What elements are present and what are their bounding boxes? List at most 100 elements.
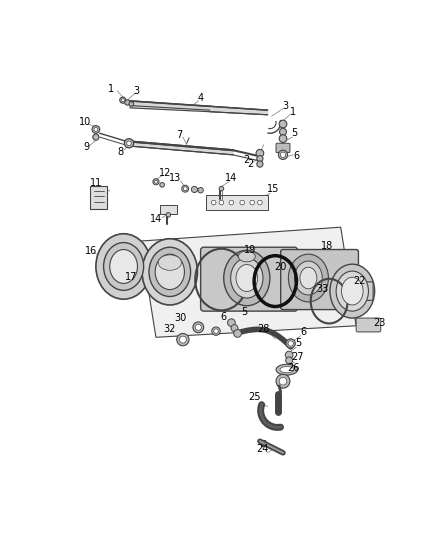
Ellipse shape <box>149 247 191 296</box>
Circle shape <box>288 341 293 346</box>
Text: 18: 18 <box>321 241 333 251</box>
Ellipse shape <box>155 254 184 289</box>
FancyBboxPatch shape <box>206 195 268 210</box>
Text: 14: 14 <box>225 173 237 183</box>
Text: 19: 19 <box>244 245 256 255</box>
Circle shape <box>193 322 204 333</box>
Circle shape <box>257 156 263 161</box>
Circle shape <box>279 377 287 385</box>
Text: 16: 16 <box>85 246 97 256</box>
Text: 33: 33 <box>316 284 328 294</box>
Text: 20: 20 <box>275 262 287 272</box>
Text: 2: 2 <box>247 159 253 169</box>
Ellipse shape <box>238 251 255 262</box>
Polygon shape <box>133 142 233 155</box>
Circle shape <box>191 187 198 192</box>
Circle shape <box>160 182 164 187</box>
Text: 5: 5 <box>295 338 301 348</box>
Circle shape <box>125 100 130 105</box>
Circle shape <box>250 200 254 205</box>
Circle shape <box>180 336 186 343</box>
Text: 24: 24 <box>256 444 268 454</box>
Text: 14: 14 <box>150 214 162 224</box>
Text: 10: 10 <box>79 117 91 127</box>
FancyBboxPatch shape <box>281 249 358 310</box>
Text: 1: 1 <box>108 84 114 94</box>
Text: 25: 25 <box>248 392 261 401</box>
Text: 7: 7 <box>176 130 182 140</box>
Circle shape <box>279 120 287 128</box>
Circle shape <box>280 152 286 158</box>
Text: 28: 28 <box>258 324 270 334</box>
Ellipse shape <box>336 271 368 311</box>
Circle shape <box>93 134 99 140</box>
Circle shape <box>228 319 235 327</box>
Circle shape <box>219 200 224 205</box>
Text: 6: 6 <box>221 311 227 321</box>
Circle shape <box>182 185 189 192</box>
Circle shape <box>183 187 187 191</box>
Text: 11: 11 <box>90 179 102 188</box>
Circle shape <box>231 325 238 332</box>
Circle shape <box>256 149 264 157</box>
Circle shape <box>92 126 100 133</box>
Polygon shape <box>130 101 210 112</box>
FancyBboxPatch shape <box>160 205 177 214</box>
Text: 15: 15 <box>267 184 279 193</box>
Ellipse shape <box>294 261 322 295</box>
Circle shape <box>127 141 131 146</box>
Text: 3: 3 <box>282 101 288 111</box>
Circle shape <box>240 200 244 205</box>
Ellipse shape <box>96 234 151 299</box>
Circle shape <box>153 179 159 185</box>
Ellipse shape <box>158 255 181 270</box>
Text: 30: 30 <box>174 313 187 323</box>
Ellipse shape <box>236 264 258 292</box>
Circle shape <box>279 128 286 135</box>
Circle shape <box>124 139 134 148</box>
Text: 12: 12 <box>159 168 171 179</box>
FancyBboxPatch shape <box>91 185 107 209</box>
Circle shape <box>155 180 158 183</box>
Text: 5: 5 <box>291 128 298 138</box>
Text: 9: 9 <box>84 142 90 152</box>
Circle shape <box>285 351 293 359</box>
Text: 6: 6 <box>301 327 307 337</box>
Text: 1: 1 <box>290 107 296 117</box>
Circle shape <box>279 135 287 142</box>
Circle shape <box>286 357 293 364</box>
Circle shape <box>276 374 290 388</box>
Circle shape <box>229 200 234 205</box>
Circle shape <box>257 161 263 167</box>
Text: 22: 22 <box>354 276 366 286</box>
Text: 6: 6 <box>293 151 299 161</box>
Text: 4: 4 <box>198 93 204 103</box>
Circle shape <box>166 213 170 217</box>
Circle shape <box>212 200 216 205</box>
Circle shape <box>195 324 201 330</box>
Text: 2: 2 <box>244 155 250 165</box>
Text: 3: 3 <box>134 86 140 96</box>
FancyBboxPatch shape <box>201 247 298 311</box>
Text: 17: 17 <box>125 272 138 282</box>
Ellipse shape <box>288 254 328 302</box>
Text: 23: 23 <box>373 318 385 328</box>
Ellipse shape <box>276 364 298 375</box>
Text: 13: 13 <box>169 173 181 183</box>
Text: 8: 8 <box>117 147 124 157</box>
Circle shape <box>286 339 295 348</box>
Ellipse shape <box>342 277 363 305</box>
Polygon shape <box>210 106 268 115</box>
Circle shape <box>94 127 98 131</box>
Ellipse shape <box>224 251 270 306</box>
Circle shape <box>234 329 241 337</box>
Circle shape <box>214 329 218 334</box>
Circle shape <box>177 334 189 346</box>
FancyBboxPatch shape <box>276 143 290 152</box>
Circle shape <box>258 200 262 205</box>
Ellipse shape <box>142 239 198 305</box>
FancyBboxPatch shape <box>356 318 381 332</box>
Ellipse shape <box>231 258 263 298</box>
Circle shape <box>219 187 224 191</box>
Text: 27: 27 <box>291 352 304 361</box>
